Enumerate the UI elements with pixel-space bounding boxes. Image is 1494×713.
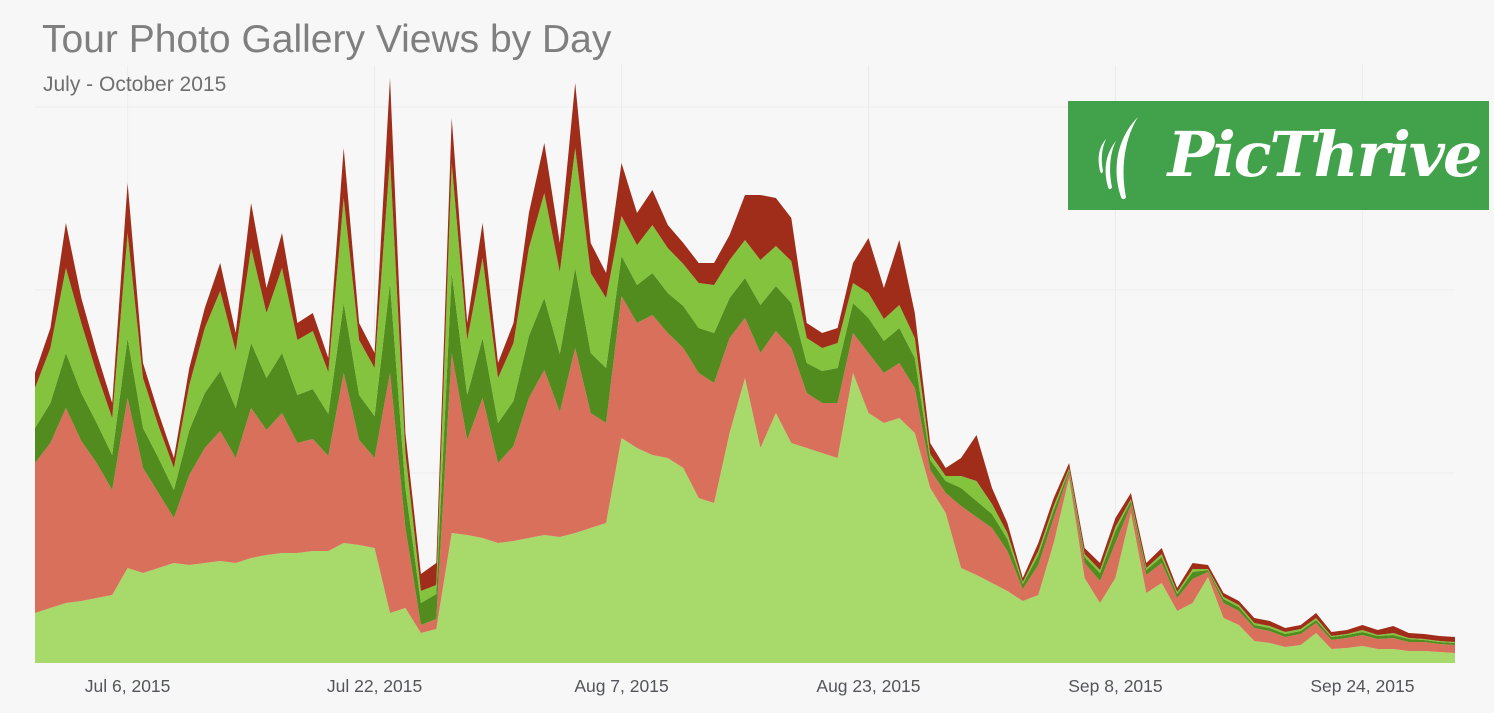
x-tick-label: Aug 23, 2015 bbox=[816, 676, 920, 696]
area-series-salmon bbox=[35, 296, 1455, 653]
picthrive-logo: PicThrive bbox=[1068, 101, 1489, 210]
area-series-light-green bbox=[35, 373, 1455, 663]
x-tick-label: Aug 7, 2015 bbox=[574, 676, 668, 696]
x-axis-tick-labels: Jul 6, 2015 Jul 22, 2015 Aug 7, 2015 Aug 23… bbox=[85, 676, 1415, 696]
page-subtitle: July - October 2015 bbox=[43, 73, 227, 96]
area-series-medium-green bbox=[35, 148, 1455, 643]
area-series-dark-green bbox=[35, 256, 1455, 645]
area-series-group bbox=[35, 78, 1455, 663]
logo-wordmark: PicThrive bbox=[1167, 118, 1483, 191]
grass-icon bbox=[1094, 113, 1162, 204]
page-title: Tour Photo Gallery Views by Day bbox=[42, 18, 612, 61]
x-tick-label: Jul 22, 2015 bbox=[327, 676, 422, 696]
x-tick-label: Jul 6, 2015 bbox=[85, 676, 171, 696]
x-tick-label: Sep 8, 2015 bbox=[1068, 676, 1162, 696]
x-tick-label: Sep 24, 2015 bbox=[1310, 676, 1414, 696]
